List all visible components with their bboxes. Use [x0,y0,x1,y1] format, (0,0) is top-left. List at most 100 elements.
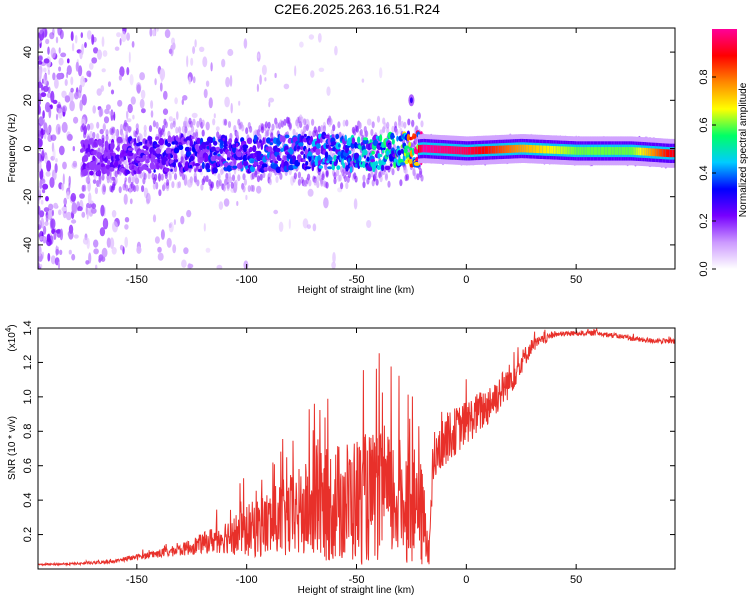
signal-blob [397,150,402,156]
halo-blob [317,125,321,133]
noise-blob [140,89,146,100]
halo-blob [201,119,205,127]
noise-blob [150,100,154,109]
signal-blob [212,167,218,174]
signal-blob [266,137,272,144]
signal-blob [284,134,290,139]
noise-blob [61,206,67,212]
halo-blob [154,173,158,181]
noise-blob [126,110,129,120]
noise-blob [268,101,271,108]
signal-blob [139,158,143,163]
noise-blob [79,50,83,60]
band-cell [579,147,582,155]
signal-blob [217,153,221,157]
halo-blob [386,126,390,134]
halo-blob [283,118,287,126]
halo-blob [365,130,369,138]
band-cell [555,146,558,154]
noise-blob [145,192,151,204]
noise-blob [278,221,284,232]
signal-blob [110,142,115,150]
band-cell [418,145,421,153]
halo-blob [260,123,265,131]
halo-blob [362,181,366,189]
halo-blob [227,172,232,179]
band-cell [628,147,632,155]
noise-blob [56,104,62,108]
halo-blob [123,119,127,127]
band-cell [534,145,537,153]
noise-blob [203,88,208,99]
noise-blob [44,28,47,38]
halo-blob [258,133,262,141]
band-cell [433,145,436,153]
noise-blob [126,67,130,76]
band-cell [426,144,429,153]
signal-blob [249,146,253,152]
signal-blob [106,168,110,177]
halo-blob [102,185,106,193]
band-cell [498,145,501,154]
noise-blob [213,113,216,119]
halo-blob [267,121,271,129]
colorbar-tick-label: 0.8 [698,69,710,84]
noise-blob [80,32,84,39]
signal-blob [256,150,262,156]
band-cell [665,149,668,157]
snr-line [38,328,675,567]
noise-blob [81,94,87,106]
band-cell [476,146,479,155]
noise-blob [43,207,50,213]
band-cell [576,147,579,155]
noise-blob [129,198,133,205]
band-cell [454,146,458,155]
signal-blob [412,133,415,137]
signal-blob [88,138,93,145]
spectrogram-heatmap [38,28,675,269]
signal-blob [366,156,370,162]
halo-blob [379,175,383,183]
halo-blob [217,173,221,181]
halo-blob [143,124,147,132]
signal-blob [305,166,311,170]
signal-blob [345,146,349,153]
noise-blob [366,220,372,228]
signal-blob [393,158,398,163]
halo-blob [212,118,216,126]
band-cell [614,147,617,155]
noise-blob [136,246,142,254]
noise-blob [49,177,55,188]
band-cell [477,146,480,155]
noise-blob [180,215,185,225]
noise-blob [61,105,68,113]
signal-blob [97,169,102,177]
noise-blob [39,180,43,189]
noise-blob [243,260,249,269]
halo-blob [367,173,371,180]
noise-blob [42,110,45,119]
band-cell [430,145,433,153]
halo-blob [114,177,118,184]
halo-blob [163,182,167,190]
signal-blob [98,139,102,146]
noise-blob [67,58,70,64]
signal-blob [259,139,262,144]
halo-blob [247,185,251,193]
band-cell [569,146,572,155]
band-cell [590,147,593,155]
band-cell [664,149,667,157]
signal-blob [386,150,390,156]
noise-blob [51,209,55,217]
noise-blob [299,41,304,48]
halo-blob [321,173,325,181]
halo-blob [370,170,374,178]
x-tick-label: -150 [126,274,148,286]
band-cell [497,145,500,154]
noise-blob [366,118,372,126]
noise-blob [66,65,72,76]
noise-blob [70,87,74,93]
noise-blob [160,229,165,240]
band-cell [567,146,570,155]
band-cell [470,146,473,155]
